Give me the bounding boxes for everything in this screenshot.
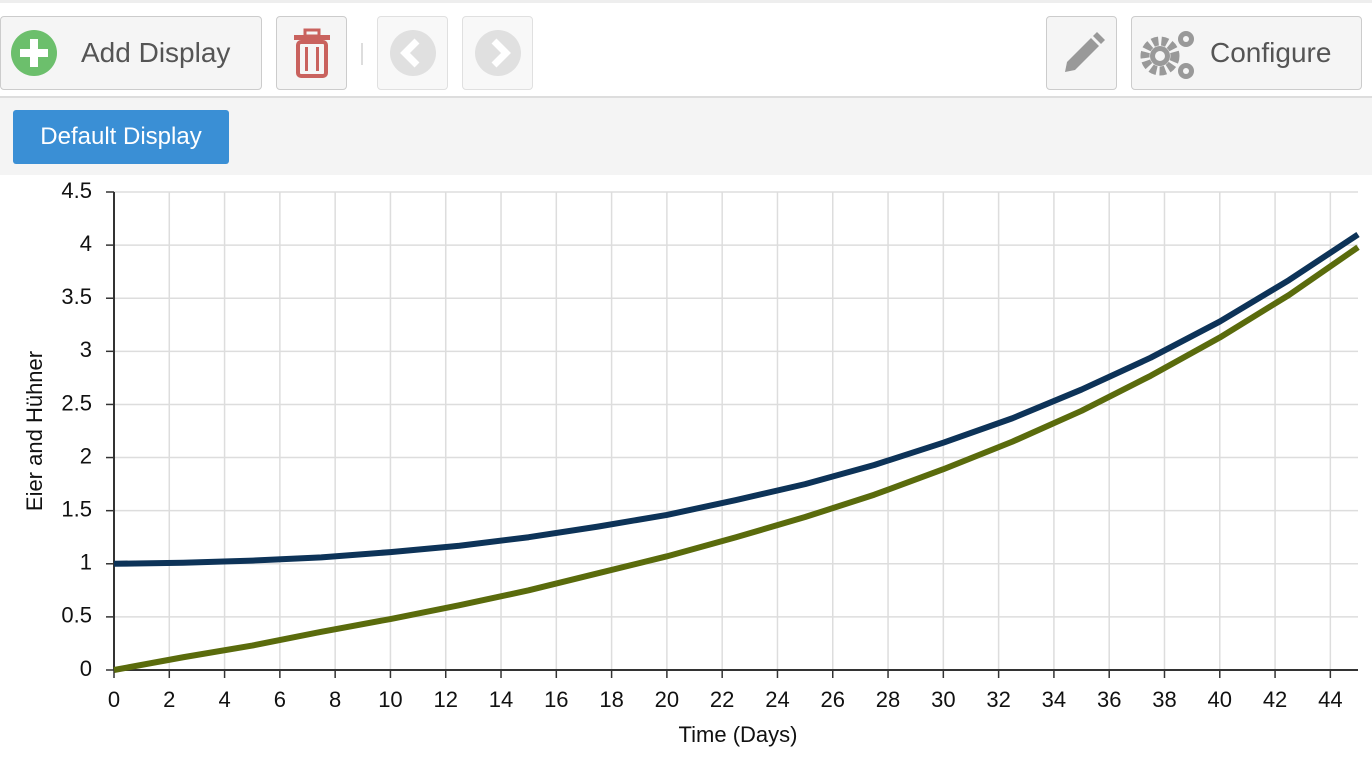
x-tick-label: 44 <box>1318 687 1342 712</box>
configure-label: Configure <box>1210 37 1332 68</box>
y-tick-label: 4 <box>80 231 92 256</box>
y-axis-label: Eier and Hühner <box>22 351 47 511</box>
add-display-label: Add Display <box>81 37 231 68</box>
gears-icon <box>1140 31 1194 79</box>
x-tick-label: 40 <box>1208 687 1232 712</box>
chart: Time (Days) Eier and Hühner 0 0.5 1 1.5 2 2.5… <box>22 178 1360 747</box>
add-icon <box>11 30 57 76</box>
tab-bar: Default Display <box>0 98 1372 175</box>
trash-icon <box>293 28 330 78</box>
x-tick-label: 6 <box>274 687 286 712</box>
x-tick-label: 20 <box>655 687 679 712</box>
x-tick-label: 2 <box>163 687 175 712</box>
back-button[interactable] <box>377 16 448 90</box>
forward-icon <box>474 30 521 76</box>
x-tick-label: 30 <box>931 687 955 712</box>
y-tick-label: 1.5 <box>61 496 92 521</box>
delete-button[interactable] <box>276 16 347 90</box>
x-tick-label: 8 <box>329 687 341 712</box>
y-tick-label: 4.5 <box>61 178 92 203</box>
toolbar: Add Display Configure <box>0 0 1372 98</box>
tab[interactable]: Default Display <box>13 110 229 164</box>
x-tick-label: 0 <box>108 687 120 712</box>
x-tick-label: 34 <box>1042 687 1066 712</box>
y-tick-label: 3 <box>80 337 92 362</box>
x-tick-label: 26 <box>821 687 845 712</box>
y-tick-label: 0.5 <box>61 603 92 628</box>
add-display-button[interactable]: Add Display <box>0 16 262 90</box>
back-icon <box>389 30 436 76</box>
x-tick-label: 28 <box>876 687 900 712</box>
y-tick-label: 2.5 <box>61 390 92 415</box>
x-tick-label: 24 <box>765 687 789 712</box>
configure-button[interactable]: Configure <box>1131 16 1362 90</box>
x-tick-label: 14 <box>489 687 513 712</box>
y-tick-label: 1 <box>80 550 92 575</box>
x-tick-label: 12 <box>433 687 457 712</box>
x-tick-label: 10 <box>378 687 402 712</box>
edit-button[interactable] <box>1046 16 1117 90</box>
x-tick-label: 22 <box>710 687 734 712</box>
y-tick-label: 3.5 <box>61 284 92 309</box>
x-tick-label: 16 <box>544 687 568 712</box>
x-tick-label: 42 <box>1263 687 1287 712</box>
x-tick-label: 4 <box>218 687 230 712</box>
x-tick-label: 38 <box>1152 687 1176 712</box>
x-tick-label: 32 <box>986 687 1010 712</box>
x-axis-label: Time (Days) <box>679 722 798 747</box>
y-tick-label: 0 <box>80 656 92 681</box>
forward-button[interactable] <box>462 16 533 90</box>
y-tick-label: 2 <box>80 443 92 468</box>
pencil-icon <box>1064 32 1105 72</box>
x-tick-label: 18 <box>599 687 623 712</box>
x-tick-label: 36 <box>1097 687 1121 712</box>
series-line <box>113 244 1360 673</box>
separator <box>361 43 363 65</box>
series-line <box>113 231 1360 567</box>
